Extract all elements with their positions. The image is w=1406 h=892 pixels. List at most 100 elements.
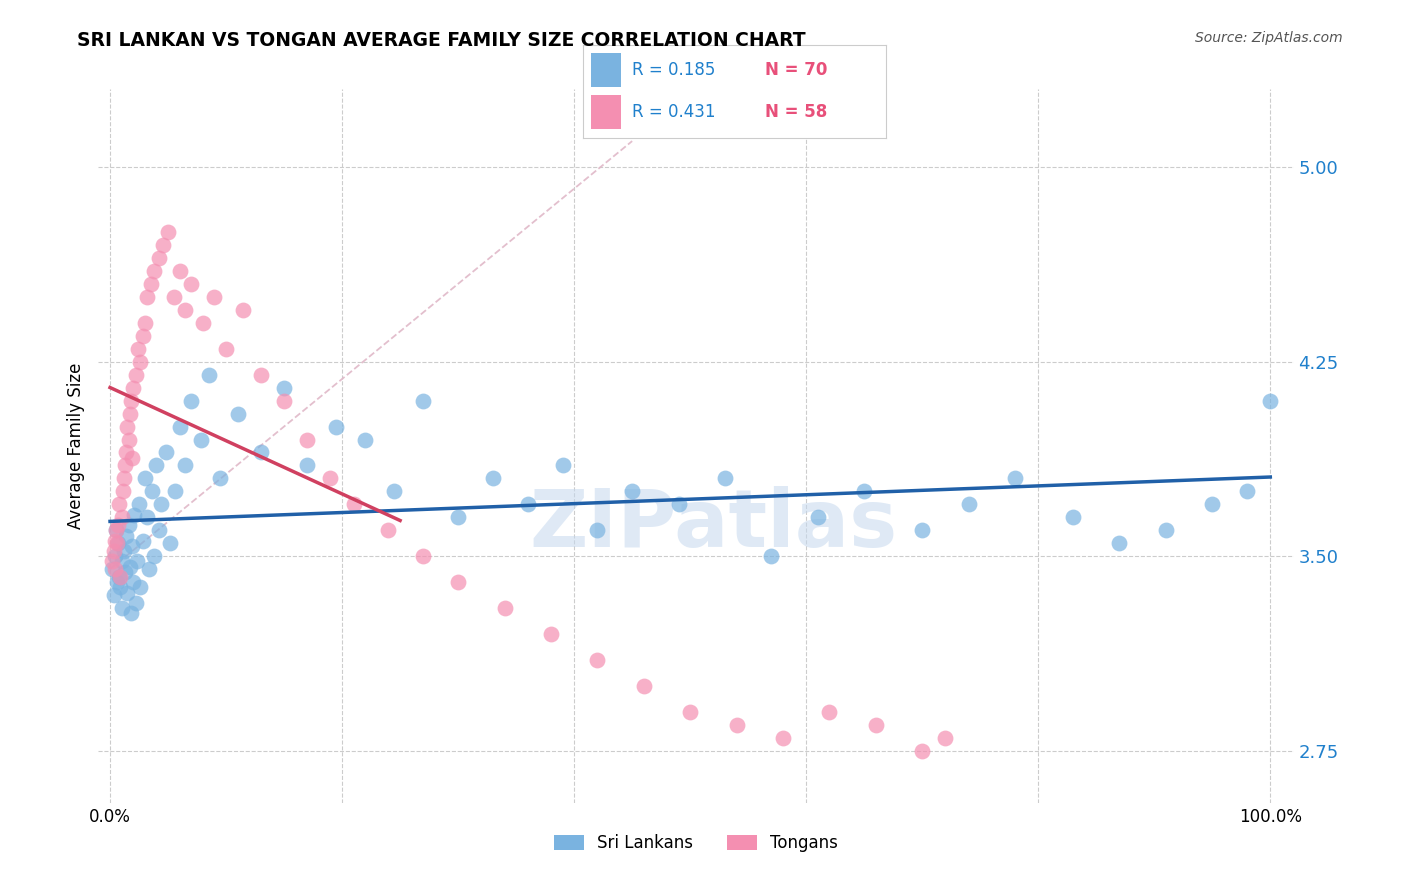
Point [111,554,134,568]
Point [412,549,434,564]
Point [1108,536,1130,550]
Bar [591,95,621,129]
Point [134,471,156,485]
Point [118,559,141,574]
Point [105,575,128,590]
Point [134,316,156,330]
Point [117,433,139,447]
Point [540,627,562,641]
Point [111,484,134,499]
Point [128,497,150,511]
Point [129,581,152,595]
Point [551,458,574,473]
Point [1062,510,1084,524]
Point [112,544,135,558]
Point [104,562,127,576]
Point [139,277,162,291]
Point [679,705,702,719]
Point [121,539,143,553]
Point [117,419,139,434]
Point [159,536,181,550]
Point [382,484,405,499]
Point [190,433,212,447]
Point [114,565,136,579]
Point [273,381,295,395]
Point [169,264,191,278]
Point [163,290,186,304]
Point [1004,471,1026,485]
Point [145,458,167,473]
Point [215,342,238,356]
Point [197,368,219,382]
Point [911,744,934,758]
Point [114,458,136,473]
Point [174,458,197,473]
Point [104,524,127,538]
Point [204,290,226,304]
Point [957,497,980,511]
Point [131,328,153,343]
Point [108,497,131,511]
Point [129,354,152,368]
Point [174,302,197,317]
Point [273,393,295,408]
Point [131,533,153,548]
Point [124,368,146,382]
Point [125,554,148,568]
Text: ZIPatlas: ZIPatlas [529,486,897,564]
Point [118,407,141,421]
Point [761,549,783,564]
Point [112,471,135,485]
Point [104,533,127,548]
Point [853,484,876,499]
Point [772,731,794,745]
Point [621,484,644,499]
Point [494,601,516,615]
Point [180,277,202,291]
Point [180,393,202,408]
Point [150,497,173,511]
Point [121,450,143,465]
Point [807,510,830,524]
Point [412,393,434,408]
Point [668,497,690,511]
Point [108,570,131,584]
Point [297,458,319,473]
Point [101,554,124,568]
Point [120,607,142,621]
Point [101,562,124,576]
Text: R = 0.431: R = 0.431 [631,103,716,121]
Text: N = 58: N = 58 [765,103,827,121]
Point [107,518,129,533]
Y-axis label: Average Family Size: Average Family Size [67,363,86,529]
Point [138,562,160,576]
Point [124,508,146,522]
Point [482,471,505,485]
Text: R = 0.185: R = 0.185 [631,61,716,78]
Point [169,419,191,434]
Point [148,251,170,265]
Point [115,528,138,542]
Point [725,718,748,732]
Point [148,524,170,538]
Point [633,679,655,693]
Point [120,393,142,408]
Point [104,524,127,538]
Point [325,419,347,434]
Point [1236,484,1258,499]
Point [447,575,470,590]
Point [155,445,177,459]
Point [714,471,737,485]
Point [141,484,163,499]
Point [122,381,145,395]
Point [447,510,470,524]
Point [297,433,319,447]
Point [934,731,956,745]
Bar [591,53,621,87]
Point [343,497,366,511]
Point [127,342,149,356]
Point [354,433,377,447]
Point [143,264,166,278]
Point [163,484,186,499]
Text: N = 70: N = 70 [765,61,827,78]
